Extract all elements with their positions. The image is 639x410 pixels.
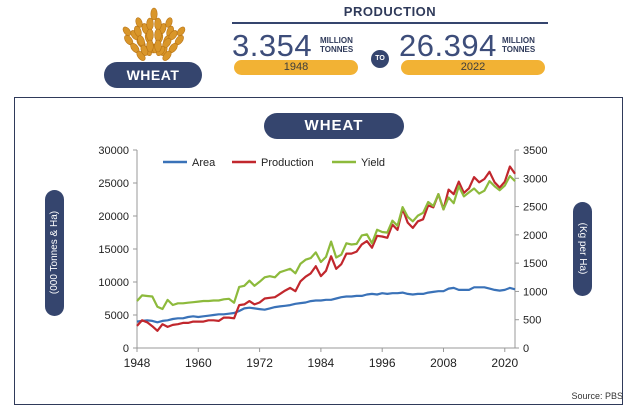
legend-label-yield: Yield [361, 157, 385, 169]
y-left-tick-label: 30000 [98, 145, 129, 157]
x-tick-label: 1948 [124, 356, 151, 370]
x-tick-label: 1960 [185, 356, 212, 370]
x-tick-label: 1984 [308, 356, 335, 370]
legend-label-production: Production [261, 157, 314, 169]
series-line-production [136, 165, 516, 332]
production-from-year: 1948 [234, 60, 358, 75]
crop-badge: WHEAT [104, 62, 202, 88]
production-from-unit: MILLION TONNES [320, 36, 353, 54]
y-left-tick-label: 25000 [98, 178, 129, 190]
unit-line: TONNES [502, 45, 536, 54]
series-line-yield [136, 174, 516, 311]
y-right-tick-label: 3000 [523, 173, 547, 185]
y-axis-left-label-pill: (000 Tonnes & Ha) [45, 190, 64, 316]
production-title: PRODUCTION [343, 4, 437, 19]
y-right-tick-label: 1000 [523, 286, 547, 298]
unit-line: TONNES [320, 45, 354, 54]
unit-line: MILLION [320, 36, 353, 45]
chart-title: WHEAT [264, 113, 404, 139]
y-left-tick-label: 15000 [98, 244, 129, 256]
y-left-tick-label: 0 [123, 343, 129, 355]
y-right-tick-label: 3500 [523, 145, 547, 157]
chart-panel [14, 97, 623, 405]
y-right-tick-label: 2000 [523, 230, 547, 242]
y-left-tick-label: 5000 [105, 310, 129, 322]
wheat-sheaf-icon [122, 7, 186, 61]
x-tick-label: 2020 [491, 356, 518, 370]
production-to-value: 26.394 [399, 28, 497, 63]
y-right-tick-label: 1500 [523, 258, 547, 270]
series-line-area [136, 286, 516, 324]
y-right-tick-label: 0 [523, 343, 529, 355]
legend-label-area: Area [192, 157, 216, 169]
x-tick-label: 1996 [369, 356, 396, 370]
production-from-value: 3.354 [232, 28, 313, 63]
production-to-year: 2022 [401, 60, 545, 75]
y-left-tick-label: 10000 [98, 277, 129, 289]
y-left-tick-label: 20000 [98, 211, 129, 223]
wheat-logo [122, 7, 186, 61]
production-divider [232, 22, 548, 24]
x-tick-label: 1972 [246, 356, 273, 370]
x-tick-label: 2008 [430, 356, 457, 370]
y-right-tick-label: 500 [523, 315, 541, 327]
y-axis-right-label-pill: (Kg per Ha) [573, 202, 592, 296]
unit-line: MILLION [502, 36, 535, 45]
to-connector: TO [371, 50, 389, 68]
y-right-tick-label: 2500 [523, 202, 547, 214]
production-to-unit: MILLION TONNES [502, 36, 535, 54]
source-note: Source: PBS [571, 391, 623, 401]
